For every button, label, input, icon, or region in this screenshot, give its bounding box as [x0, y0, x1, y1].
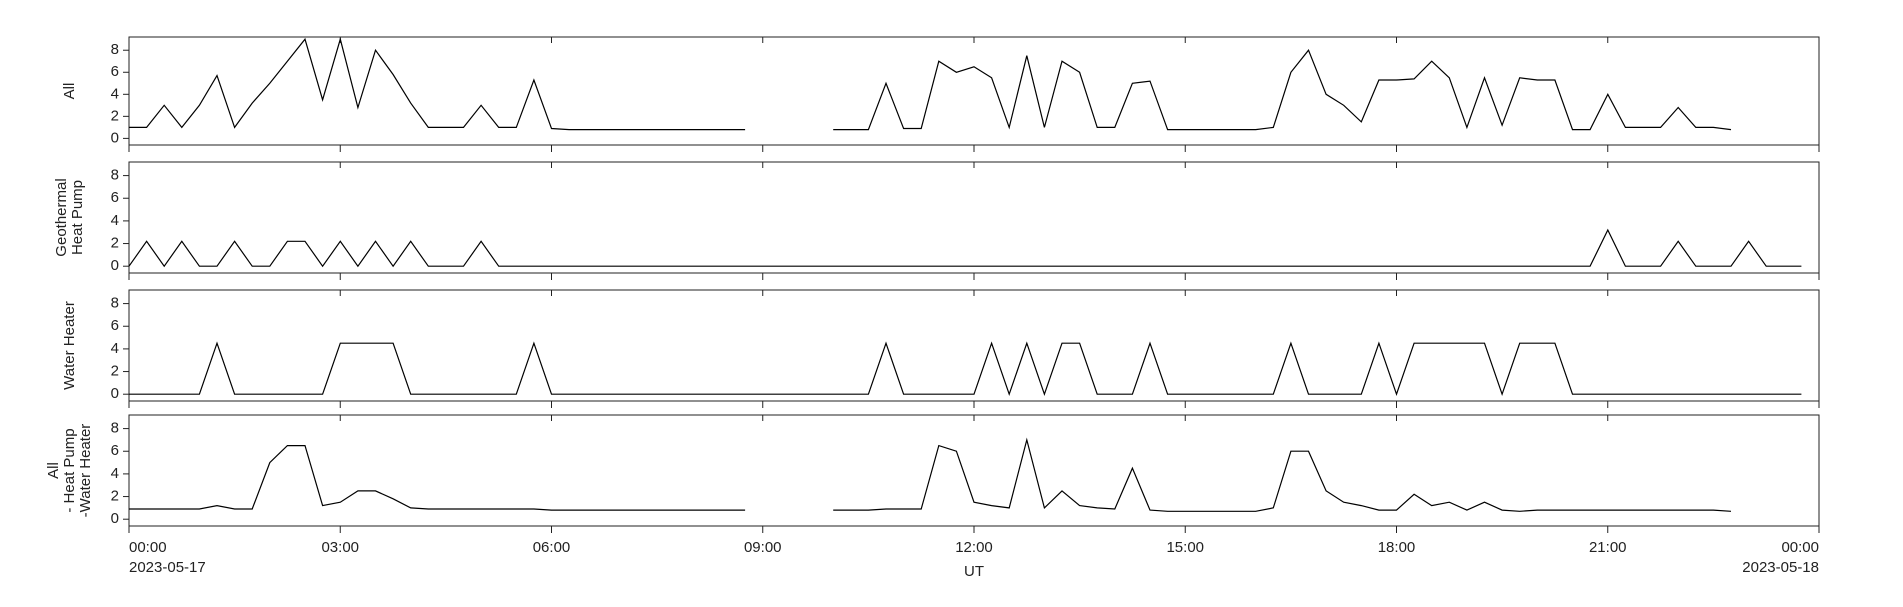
x-tick-label: 03:00 [321, 539, 359, 556]
y-tick-label: 2 [111, 235, 119, 252]
series-line [129, 36, 1732, 131]
y-axis-label: Water Heater [61, 301, 78, 390]
y-tick-label: 2 [111, 107, 119, 124]
panel-frame [128, 36, 1820, 146]
y-tick-label: 2 [111, 488, 119, 505]
series-line [129, 341, 1802, 397]
y-tick-label: 8 [111, 295, 119, 312]
y-axis-label: -Water Heater [77, 424, 94, 518]
y-tick-label: 0 [111, 129, 119, 146]
series-line [128, 228, 1802, 268]
y-axis-label: Geothermal [53, 178, 70, 256]
x-tick-label: 00:00 [1781, 539, 1819, 556]
panel-frame [128, 289, 1820, 402]
y-tick-label: 4 [111, 465, 119, 482]
x-tick-label: 21:00 [1589, 539, 1627, 556]
y-tick-label: 0 [111, 385, 119, 402]
x-tick-label: 15:00 [1166, 539, 1204, 556]
date-label: 2023-05-17 [129, 559, 206, 576]
y-tick-label: 2 [111, 363, 119, 380]
y-tick-label: 6 [111, 442, 119, 459]
y-axis-label: All [61, 83, 78, 100]
x-tick-label: 18:00 [1378, 539, 1416, 556]
y-tick-label: 4 [111, 212, 119, 229]
y-axis-label: Heat Pump [69, 180, 86, 255]
y-tick-label: 8 [111, 167, 119, 184]
y-tick-label: 4 [111, 340, 119, 357]
y-tick-label: 8 [111, 41, 119, 58]
y-tick-label: 0 [111, 257, 119, 274]
panel-frame [128, 161, 1820, 274]
x-axis-label: UT [964, 563, 984, 580]
y-tick-label: 6 [111, 189, 119, 206]
y-axis-label: - Heat Pump [61, 428, 78, 512]
y-tick-label: 6 [111, 317, 119, 334]
x-tick-label: 09:00 [744, 539, 782, 556]
x-tick-label: 06:00 [533, 539, 571, 556]
y-tick-label: 8 [111, 420, 119, 437]
x-tick-label: 12:00 [955, 539, 993, 556]
y-tick-label: 4 [111, 85, 119, 102]
y-axis-label: All [45, 462, 62, 479]
panel-frame [128, 414, 1820, 527]
series-line [129, 437, 1732, 512]
date-label: 2023-05-18 [1742, 559, 1819, 576]
x-tick-label: 00:00 [129, 539, 167, 556]
y-tick-label: 6 [111, 63, 119, 80]
y-tick-label: 0 [111, 510, 119, 527]
